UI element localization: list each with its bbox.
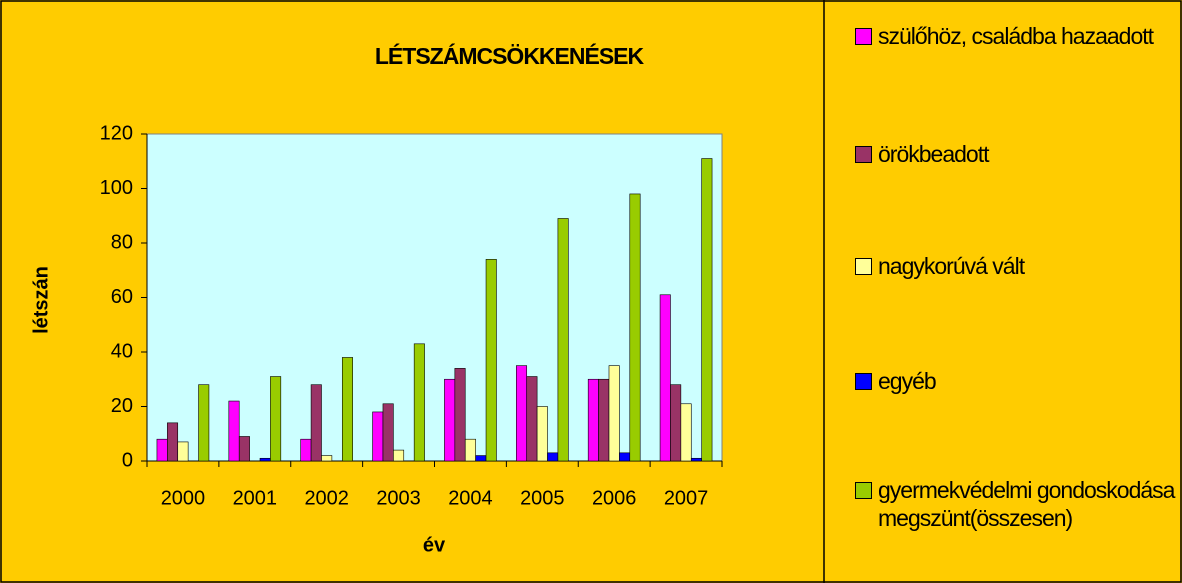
bar bbox=[321, 455, 333, 462]
y-tick-label: 80 bbox=[111, 231, 133, 253]
bar bbox=[238, 436, 250, 462]
bar bbox=[680, 403, 692, 462]
bar bbox=[382, 403, 394, 462]
legend-label: örökbeadott bbox=[878, 141, 989, 167]
bar bbox=[629, 193, 641, 462]
bar bbox=[670, 384, 682, 462]
legend-swatch bbox=[855, 482, 872, 499]
bar bbox=[454, 368, 466, 462]
y-tick-label: 0 bbox=[122, 449, 133, 471]
legend-item: gyermekvédelmi gondoskodása megszünt(öss… bbox=[855, 476, 1175, 532]
bar bbox=[393, 449, 405, 462]
bar bbox=[464, 438, 476, 462]
y-tick-label: 120 bbox=[100, 122, 133, 144]
y-axis-label: létszán bbox=[30, 266, 52, 334]
x-tick-label: 2002 bbox=[304, 487, 349, 509]
x-tick-label: 2007 bbox=[664, 487, 709, 509]
legend-label: szülőhöz, családba hazaadott bbox=[878, 23, 1154, 49]
bar bbox=[372, 411, 384, 462]
bar bbox=[557, 218, 569, 462]
legend-label: gyermekvédelmi gondoskodása megszünt(öss… bbox=[878, 477, 1175, 531]
bar bbox=[444, 378, 456, 462]
legend-label: egyéb bbox=[878, 368, 937, 394]
bar bbox=[167, 422, 179, 462]
bar bbox=[300, 438, 312, 462]
bar bbox=[310, 384, 322, 462]
x-tick-label: 2004 bbox=[448, 487, 493, 509]
bar bbox=[690, 457, 702, 462]
x-axis-label: év bbox=[423, 534, 446, 556]
bar bbox=[619, 452, 631, 462]
bar bbox=[536, 406, 548, 462]
x-tick-label: 2006 bbox=[592, 487, 637, 509]
legend-swatch bbox=[855, 373, 872, 390]
x-tick-label: 2000 bbox=[161, 487, 206, 509]
bar bbox=[413, 343, 425, 462]
bar bbox=[177, 441, 189, 462]
bar bbox=[198, 384, 210, 462]
bar bbox=[598, 378, 610, 462]
bar bbox=[701, 158, 713, 462]
plot-area bbox=[146, 133, 723, 462]
legend-item: örökbeadott bbox=[855, 140, 1175, 168]
chart-title: LÉTSZÁMCSÖKKENÉSEK bbox=[375, 42, 645, 69]
x-tick-label: 2001 bbox=[233, 487, 278, 509]
bar bbox=[485, 259, 497, 462]
legend-item: nagykorúvá vált bbox=[855, 252, 1175, 280]
bar bbox=[526, 376, 538, 462]
bar bbox=[341, 357, 353, 462]
bar bbox=[659, 294, 671, 462]
bar bbox=[608, 365, 620, 462]
bar bbox=[228, 400, 240, 462]
bar bbox=[547, 452, 559, 462]
bar bbox=[587, 378, 599, 462]
legend-swatch bbox=[855, 146, 872, 163]
bar bbox=[270, 376, 282, 462]
y-tick-label: 60 bbox=[111, 286, 133, 308]
legend-item: egyéb bbox=[855, 367, 1175, 395]
legend-item: szülőhöz, családba hazaadott bbox=[855, 22, 1175, 50]
y-tick-label: 40 bbox=[111, 340, 133, 362]
bar bbox=[156, 438, 168, 462]
bar bbox=[475, 455, 487, 462]
y-tick-label: 20 bbox=[111, 395, 133, 417]
bar bbox=[516, 365, 528, 462]
legend-swatch bbox=[855, 258, 872, 275]
x-tick-label: 2003 bbox=[376, 487, 421, 509]
legend-label: nagykorúvá vált bbox=[878, 253, 1025, 279]
y-tick-label: 100 bbox=[100, 177, 133, 199]
legend-swatch bbox=[855, 28, 872, 45]
bar bbox=[259, 457, 271, 462]
x-tick-label: 2005 bbox=[520, 487, 565, 509]
